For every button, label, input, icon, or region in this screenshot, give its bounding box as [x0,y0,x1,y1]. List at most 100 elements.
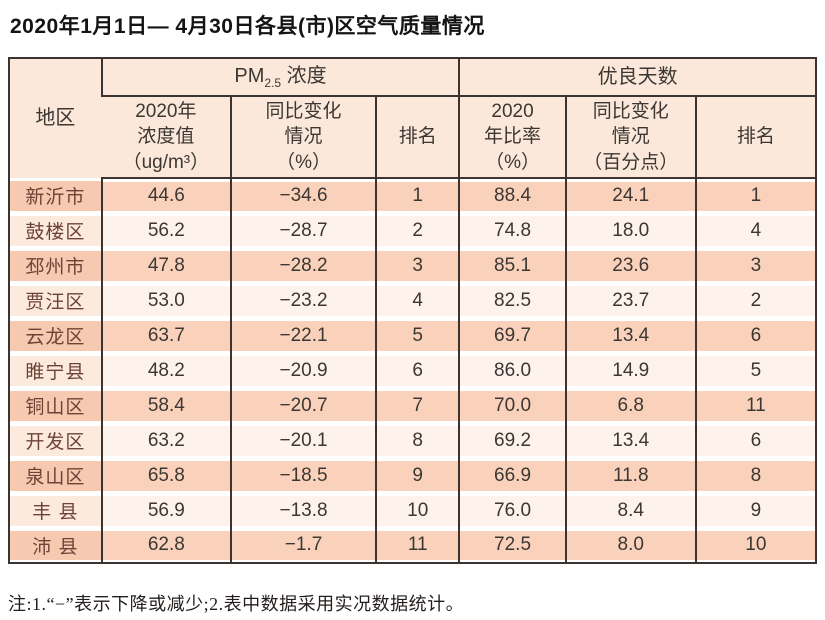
cell-pm-change: −28.7 [229,213,377,248]
cell-good-change: 13.4 [564,318,696,353]
cell-pm-value: 65.8 [100,458,231,493]
cell-pm-change: −22.1 [229,318,377,353]
table-row: 沛 县 62.8 −1.7 11 72.5 8.0 10 [9,528,816,563]
cell-good-change: 8.4 [564,493,696,528]
table-row: 云龙区 63.7 −22.1 5 69.7 13.4 6 [9,318,816,353]
cell-good-rank: 8 [694,458,816,493]
cell-good-rank: 6 [694,423,816,458]
cell-region: 邳州市 [9,248,102,283]
cell-pm-value: 56.9 [100,493,231,528]
pm25-label-subscript: 2.5 [264,75,282,90]
cell-pm-value: 53.0 [100,283,231,318]
cell-pm-value: 58.4 [100,388,231,423]
cell-region: 睢宁县 [9,353,102,388]
column-header-good-rank: 排名 [694,96,816,179]
cell-pm-change: −18.5 [229,458,377,493]
cell-good-change: 18.0 [564,213,696,248]
cell-good-change: 23.6 [564,248,696,283]
cell-pm-value: 62.8 [100,528,231,563]
cell-good-change: 11.8 [564,458,696,493]
column-header-good-ratio: 2020 年比率 （%） [458,96,566,179]
cell-good-rank: 10 [694,528,816,563]
cell-region: 鼓楼区 [9,213,102,248]
table-row: 泉山区 65.8 −18.5 9 66.9 11.8 8 [9,458,816,493]
cell-region: 贾汪区 [9,283,102,318]
cell-good-ratio: 74.8 [458,213,566,248]
cell-pm-rank: 11 [375,528,460,563]
pm25-label-suffix: 浓度 [281,64,327,87]
cell-pm-rank: 2 [375,213,460,248]
cell-good-ratio: 76.0 [458,493,566,528]
footnote: 注:1.“−”表示下降或减少;2.表中数据采用实况数据统计。 [8,594,465,614]
cell-good-rank: 5 [694,353,816,388]
column-header-good-change: 同比变化 情况 （百分点） [564,96,696,179]
cell-pm-change: −20.1 [229,423,377,458]
cell-pm-change: −1.7 [229,528,377,563]
cell-good-change: 14.9 [564,353,696,388]
cell-good-rank: 4 [694,213,816,248]
cell-pm-change: −20.9 [229,353,377,388]
page-title: 2020年1月1日— 4月30日各县(市)区空气质量情况 [10,15,485,38]
column-header-pm-value: 2020年 浓度值 （ug/m³） [101,96,231,179]
cell-good-ratio: 66.9 [458,458,566,493]
table-row: 睢宁县 48.2 −20.9 6 86.0 14.9 5 [9,353,816,388]
cell-pm-rank: 8 [375,423,460,458]
cell-pm-change: −28.2 [229,248,377,283]
cell-pm-value: 44.6 [100,178,231,213]
cell-good-change: 24.1 [564,178,696,213]
cell-region: 新沂市 [9,178,102,213]
cell-region: 云龙区 [9,318,102,353]
air-quality-table: 地区 PM2.5 浓度 优良天数 2020年 浓度值 （ug/m³） 同比变化 … [8,57,817,564]
cell-region: 丰 县 [9,493,102,528]
cell-pm-rank: 3 [375,248,460,283]
cell-pm-rank: 1 [375,178,460,213]
cell-good-ratio: 85.1 [458,248,566,283]
cell-good-rank: 3 [694,248,816,283]
table-row: 鼓楼区 56.2 −28.7 2 74.8 18.0 4 [9,213,816,248]
table-row: 贾汪区 53.0 −23.2 4 82.5 23.7 2 [9,283,816,318]
table-body: 新沂市 44.6 −34.6 1 88.4 24.1 1 鼓楼区 56.2 −2… [9,178,816,563]
cell-good-rank: 2 [694,283,816,318]
cell-good-rank: 1 [694,178,816,213]
cell-good-change: 13.4 [564,423,696,458]
cell-good-ratio: 70.0 [458,388,566,423]
cell-good-rank: 11 [694,388,816,423]
cell-pm-change: −23.2 [229,283,377,318]
table-row: 新沂市 44.6 −34.6 1 88.4 24.1 1 [9,178,816,213]
cell-good-ratio: 69.2 [458,423,566,458]
cell-pm-change: −34.6 [229,178,377,213]
table-row: 开发区 63.2 −20.1 8 69.2 13.4 6 [9,423,816,458]
cell-good-change: 8.0 [564,528,696,563]
cell-good-ratio: 82.5 [458,283,566,318]
cell-good-ratio: 69.7 [458,318,566,353]
column-header-pm-change: 同比变化 情况 （%） [229,96,377,179]
cell-pm-rank: 4 [375,283,460,318]
table-row: 丰 县 56.9 −13.8 10 76.0 8.4 9 [9,493,816,528]
table-row: 铜山区 58.4 −20.7 7 70.0 6.8 11 [9,388,816,423]
header-sub-row: 2020年 浓度值 （ug/m³） 同比变化 情况 （%） 排名 2020 年比… [9,96,816,179]
cell-pm-rank: 5 [375,318,460,353]
cell-pm-rank: 10 [375,493,460,528]
column-header-region: 地区 [9,58,102,178]
cell-pm-value: 63.2 [100,423,231,458]
cell-pm-rank: 9 [375,458,460,493]
cell-pm-change: −20.7 [229,388,377,423]
cell-pm-value: 63.7 [100,318,231,353]
cell-good-rank: 9 [694,493,816,528]
cell-good-ratio: 86.0 [458,353,566,388]
table-row: 邳州市 47.8 −28.2 3 85.1 23.6 3 [9,248,816,283]
cell-good-ratio: 72.5 [458,528,566,563]
cell-region: 沛 县 [9,528,102,563]
cell-region: 开发区 [9,423,102,458]
cell-good-change: 6.8 [564,388,696,423]
column-group-good-days: 优良天数 [458,58,816,97]
cell-pm-value: 56.2 [100,213,231,248]
cell-pm-value: 48.2 [100,353,231,388]
cell-good-ratio: 88.4 [458,178,566,213]
pm25-label-prefix: PM [234,64,265,87]
cell-pm-value: 47.8 [100,248,231,283]
cell-good-change: 23.7 [564,283,696,318]
cell-region: 泉山区 [9,458,102,493]
cell-good-rank: 6 [694,318,816,353]
